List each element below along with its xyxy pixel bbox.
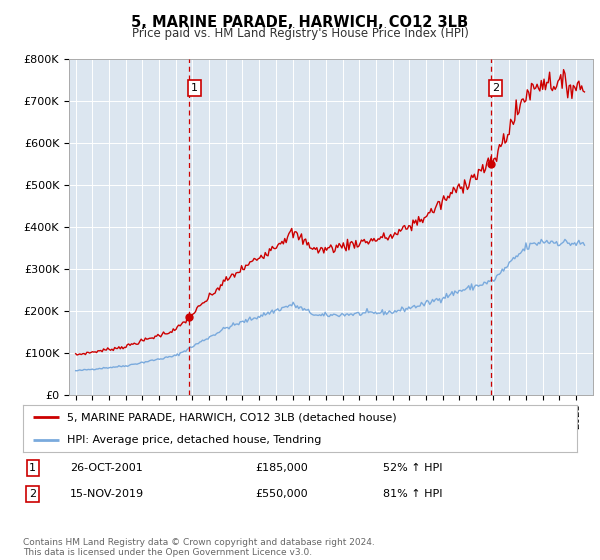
Text: 2: 2 [29,489,37,499]
Text: 26-OCT-2001: 26-OCT-2001 [70,463,143,473]
Text: 1: 1 [29,463,36,473]
Text: 81% ↑ HPI: 81% ↑ HPI [383,489,443,499]
Text: Price paid vs. HM Land Registry's House Price Index (HPI): Price paid vs. HM Land Registry's House … [131,27,469,40]
Text: 52% ↑ HPI: 52% ↑ HPI [383,463,443,473]
Text: 5, MARINE PARADE, HARWICH, CO12 3LB (detached house): 5, MARINE PARADE, HARWICH, CO12 3LB (det… [67,412,397,422]
Text: 15-NOV-2019: 15-NOV-2019 [70,489,144,499]
Text: 2: 2 [492,83,499,93]
Text: 1: 1 [191,83,198,93]
Text: £185,000: £185,000 [256,463,308,473]
Text: HPI: Average price, detached house, Tendring: HPI: Average price, detached house, Tend… [67,435,322,445]
Text: £550,000: £550,000 [256,489,308,499]
Text: Contains HM Land Registry data © Crown copyright and database right 2024.
This d: Contains HM Land Registry data © Crown c… [23,538,374,557]
Text: 5, MARINE PARADE, HARWICH, CO12 3LB: 5, MARINE PARADE, HARWICH, CO12 3LB [131,15,469,30]
